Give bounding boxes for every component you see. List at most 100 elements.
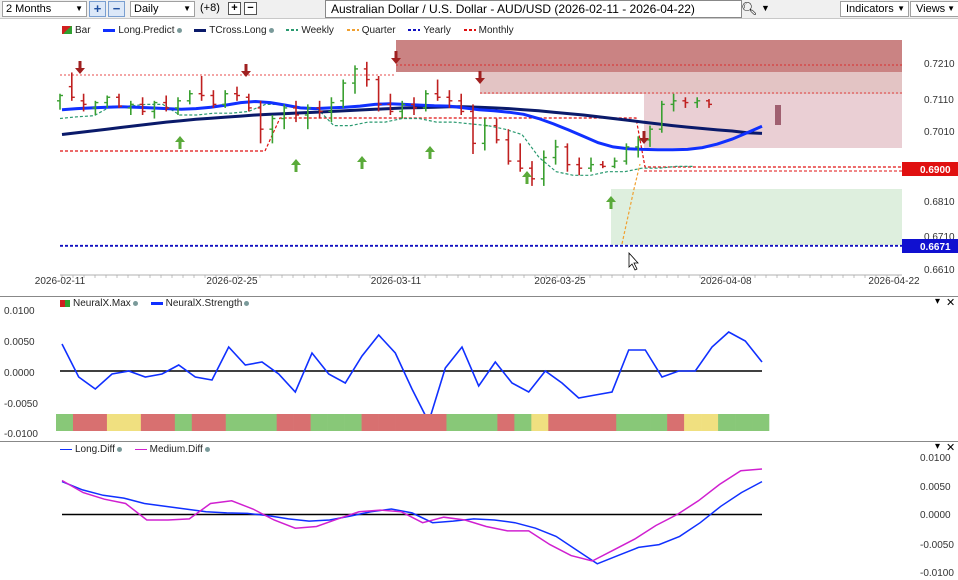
legend-long-diff[interactable]: Long.Diff [60, 444, 122, 455]
symbol-title-field[interactable]: Australian Dollar / U.S. Dollar - AUD/US… [325, 0, 742, 18]
neural-legend: NeuralX.Max NeuralX.Strength [60, 298, 259, 309]
quarter-swatch [346, 29, 359, 32]
panel-menu-icon[interactable]: ▾ [935, 441, 941, 452]
diff-legend: Long.Diff Medium.Diff [60, 444, 220, 455]
price-panel[interactable]: 2026-02-11 2026-02-25 2026-03-11 2026-03-25… [0, 19, 958, 295]
diff-tick-label: -0.0050 [920, 540, 954, 551]
neuralx-max-cell [497, 414, 515, 431]
price-tag-blue-label: 0.6671 [920, 242, 951, 253]
diff-background [0, 441, 958, 577]
diff-tick-label: -0.0100 [920, 568, 954, 577]
settings-dot-icon[interactable] [132, 300, 138, 306]
neuralx-strength-swatch [150, 301, 163, 305]
legend-tcross-long[interactable]: TCross.Long [194, 25, 274, 36]
neuralx-max-cell [327, 414, 345, 431]
legend-neuralx-max[interactable]: NeuralX.Max [60, 298, 138, 309]
toolbar: 2 Months ▼ + − Daily ▼ (+8) + − Australian… [0, 0, 958, 19]
neuralx-max-cell [735, 414, 753, 431]
zoom-in-button[interactable]: + [89, 1, 106, 17]
price-tag-red-label: 0.6900 [920, 165, 951, 176]
settings-dot-icon[interactable] [268, 27, 274, 33]
date-tick-label: 2026-04-08 [700, 276, 752, 287]
neuralx-max-cell [514, 414, 532, 431]
indicators-button[interactable]: Indicators ▼ [840, 1, 909, 17]
views-button[interactable]: Views ▼ [910, 1, 958, 17]
plus-icon: + [93, 1, 102, 16]
weekly-swatch [286, 29, 299, 32]
neuralx-max-cell [123, 414, 142, 431]
close-icon[interactable]: ✕ [946, 297, 956, 309]
neuralx-max-cell [174, 414, 193, 431]
views-button-label: Views [916, 3, 946, 15]
price-tick-label: 0.6710 [924, 232, 955, 243]
neuralx-max-cell [718, 414, 736, 431]
long-predict-swatch [103, 28, 116, 32]
offset-plus-button[interactable]: + [228, 2, 241, 15]
neuralx-max-cell [89, 414, 108, 431]
settings-dot-icon[interactable] [204, 446, 210, 452]
neuralx-max-cell [752, 414, 770, 431]
chevron-down-icon: ▼ [947, 4, 955, 13]
period-select[interactable]: 2 Months ▼ [2, 1, 87, 17]
neuralx-max-cell [242, 414, 261, 431]
neural-tick-label: 0.0000 [4, 368, 35, 379]
legend-quarter[interactable]: Quarter [346, 25, 396, 36]
legend-neuralx-strength[interactable]: NeuralX.Strength [150, 298, 250, 309]
neuralx-max-cell [565, 414, 583, 431]
panel-menu-icon[interactable]: ▾ [935, 296, 941, 307]
date-tick-label: 2026-02-11 [35, 276, 86, 287]
neuralx-max-cell [140, 414, 159, 431]
close-icon[interactable]: ✕ [946, 442, 956, 454]
neuralx-max-cell [361, 414, 379, 431]
long-diff-line [61, 480, 763, 565]
neuralx-max-cell [276, 414, 294, 431]
settings-dot-icon[interactable] [116, 446, 122, 452]
legend-tcross-long-label: TCross.Long [209, 25, 267, 36]
neuralx-max-cell [684, 414, 702, 431]
neural-chart[interactable]: 0.0100 0.0050 0.0000 -0.0050 -0.0100 [0, 296, 958, 440]
sell-arrow-icon [391, 51, 401, 64]
neuralx-strength-line [61, 331, 763, 425]
resistance-zone-dark [396, 40, 902, 72]
interval-select[interactable]: Daily ▼ [130, 1, 195, 17]
neuralx-max-cell [157, 414, 176, 431]
chevron-down-icon: ▼ [183, 4, 191, 13]
price-tag-red [902, 162, 958, 176]
legend-quarter-label: Quarter [361, 25, 396, 36]
legend-yearly[interactable]: Yearly [408, 25, 451, 36]
legend-bar[interactable]: Bar [62, 25, 91, 36]
settings-dot-icon[interactable] [176, 27, 182, 33]
legend-long-predict[interactable]: Long.Predict [103, 25, 182, 36]
forecast-marker [775, 105, 781, 125]
zoom-out-button[interactable]: − [108, 1, 125, 17]
price-chart[interactable]: 2026-02-11 2026-02-25 2026-03-11 2026-03-25… [0, 19, 958, 295]
neuralx-max-cell [667, 414, 685, 431]
settings-dot-icon[interactable] [244, 300, 250, 306]
neuralx-max-cell [208, 414, 227, 431]
minus-icon: − [112, 1, 121, 16]
medium-diff-swatch [134, 448, 147, 450]
resistance-zone-mid [480, 72, 902, 94]
legend-monthly[interactable]: Monthly [463, 25, 514, 36]
legend-medium-diff[interactable]: Medium.Diff [134, 444, 210, 455]
legend-weekly[interactable]: Weekly [286, 25, 334, 36]
diff-tick-label: 0.0050 [920, 482, 951, 493]
neuralx-max-cell [412, 414, 430, 431]
tcross-long-line [61, 105, 763, 136]
buy-arrow-icon [357, 156, 367, 169]
neural-tick-label: 0.0050 [4, 337, 35, 348]
neural-tick-label: 0.0100 [4, 306, 35, 317]
search-chevron-down-icon[interactable]: ▼ [761, 3, 770, 13]
search-icon[interactable]: 🔍︎ [741, 1, 758, 16]
price-tick-label: 0.7110 [924, 95, 954, 106]
buy-arrow-icon [175, 136, 185, 149]
minus-icon: − [247, 2, 254, 14]
diff-chart[interactable]: 0.0100 0.0050 0.0000 -0.0050 -0.0100 [0, 441, 958, 579]
offset-minus-button[interactable]: − [244, 2, 257, 15]
neural-tick-label: -0.0050 [4, 399, 38, 410]
neural-panel[interactable]: 0.0100 0.0050 0.0000 -0.0050 -0.0100 NeuralX… [0, 296, 958, 440]
diff-panel[interactable]: 0.0100 0.0050 0.0000 -0.0050 -0.0100 Long.Di… [0, 441, 958, 579]
yearly-swatch [408, 29, 421, 32]
legend-bar-label: Bar [75, 25, 91, 36]
neuralx-max-cell [548, 414, 566, 431]
